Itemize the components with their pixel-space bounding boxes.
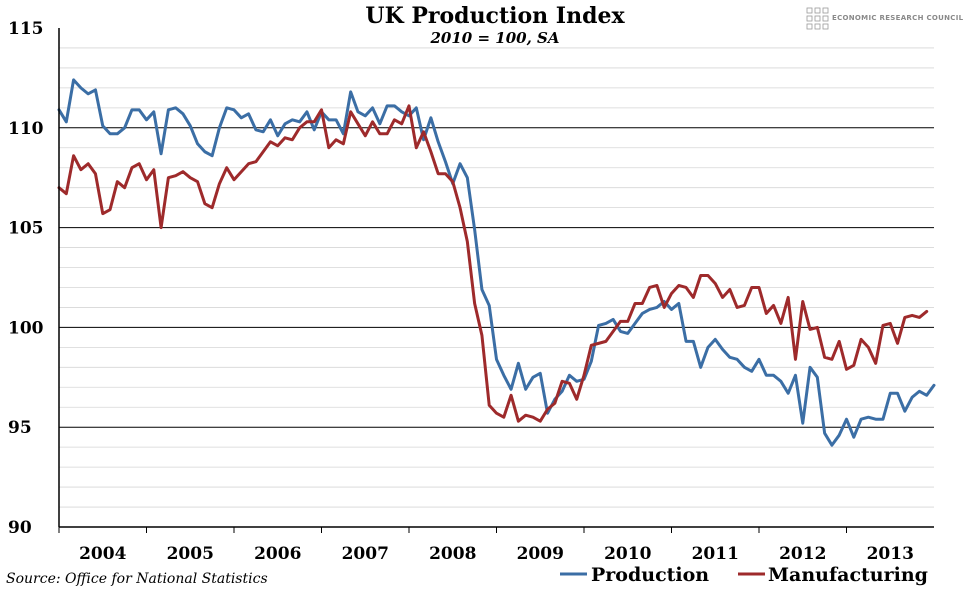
x-tick-label: 2012 <box>779 544 826 564</box>
x-tick-label: 2008 <box>429 544 476 564</box>
series-line-production <box>57 78 936 447</box>
chart-subtitle: 2010 = 100, SA <box>430 29 560 47</box>
legend-label-production: Production <box>591 564 709 586</box>
y-tick-label: 100 <box>8 318 44 338</box>
axes <box>58 28 934 528</box>
brand-grid-icon <box>806 7 829 30</box>
y-tick-label: 105 <box>8 219 44 239</box>
gridlines <box>59 47 934 508</box>
x-axis-ticks: 2004 2005 2006 2007 2008 2009 2010 2011 2012 2013 <box>58 527 914 564</box>
series-line-manufacturing <box>57 104 929 423</box>
y-tick-label: 95 <box>8 418 32 438</box>
brand-logo: ECONOMIC RESEARCH COUNCIL <box>806 7 964 30</box>
y-axis-ticks: 115 110 105 100 95 90 <box>8 19 44 538</box>
y-tick-label: 90 <box>8 518 32 538</box>
series-lines <box>57 78 936 447</box>
chart-title: UK Production Index <box>365 3 625 29</box>
x-tick-label: 2010 <box>604 544 651 564</box>
source-note: Source: Office for National Statistics <box>6 571 268 587</box>
x-tick-label: 2007 <box>342 544 389 564</box>
x-tick-label: 2011 <box>692 544 739 564</box>
x-tick-label: 2009 <box>517 544 564 564</box>
x-tick-label: 2013 <box>867 544 914 564</box>
x-tick-label: 2004 <box>79 544 126 564</box>
x-tick-label: 2005 <box>167 544 214 564</box>
legend: Production Manufacturing <box>560 564 928 586</box>
y-tick-label: 110 <box>8 119 44 139</box>
brand-name: ECONOMIC RESEARCH COUNCIL <box>832 14 964 22</box>
y-tick-label: 115 <box>8 19 44 39</box>
x-tick-label: 2006 <box>254 544 301 564</box>
legend-label-manufacturing: Manufacturing <box>768 564 928 586</box>
